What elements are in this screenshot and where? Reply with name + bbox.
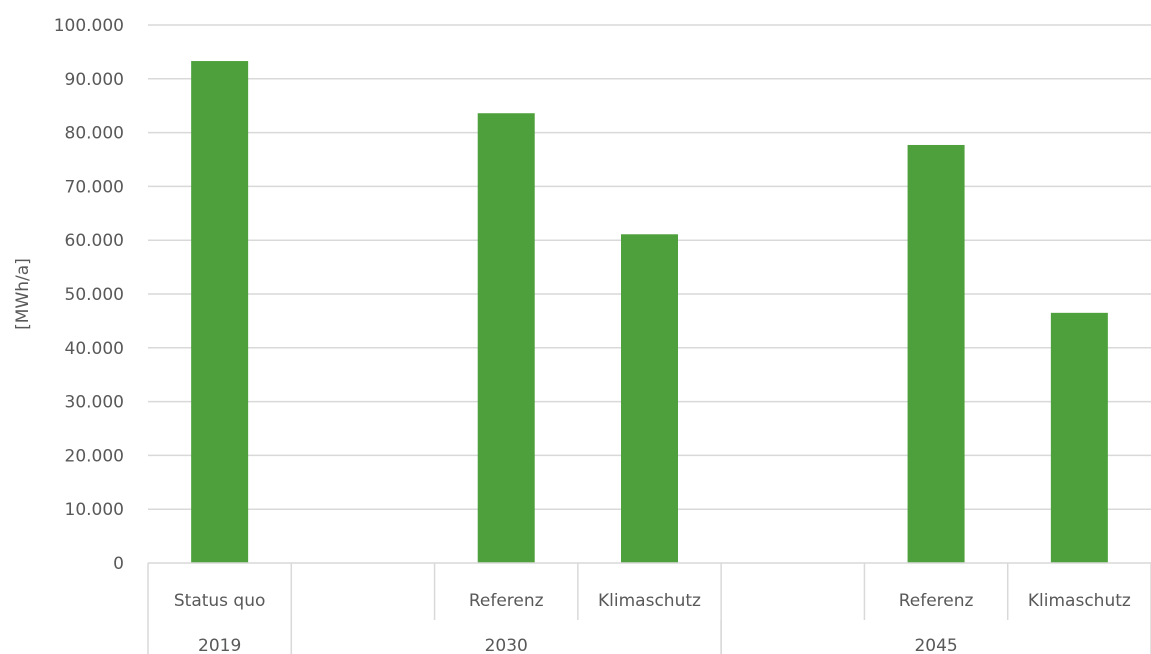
y-tick-label: 50.000 [65,285,124,305]
x-axis: Status quo Referenz Klimaschutz Referenz Kli… [147,562,1151,654]
y-tick-label: 90.000 [65,70,124,90]
y-tick-label: 100.000 [54,16,124,36]
bar [191,61,249,564]
x-group-label: 2019 [198,636,241,654]
bar [907,144,965,563]
y-tick-label: 80.000 [65,124,124,144]
y-tick-label: 10.000 [65,500,124,520]
x-group-label: 2045 [914,636,957,654]
y-tick-label: 0 [113,554,124,574]
y-axis-ticks: 0 10.000 20.000 30.000 40.000 50.000 60.000 70.… [54,16,124,574]
y-tick-label: 60.000 [65,231,124,251]
x-tick-label: Referenz [469,591,544,611]
x-tick-label: Referenz [899,591,974,611]
x-tick-label: Klimaschutz [598,591,701,611]
y-tick-label: 40.000 [65,339,124,359]
bar [477,113,535,564]
y-tick-label: 30.000 [65,393,124,413]
x-tick-label: Klimaschutz [1028,591,1131,611]
bars [191,61,1108,564]
x-group-label: 2030 [485,636,528,654]
bar [1050,312,1108,563]
y-tick-label: 20.000 [65,446,124,466]
y-tick-label: 70.000 [65,177,124,197]
x-tick-label: Status quo [174,591,266,611]
y-axis-label: [MWh/a] [13,258,33,330]
bar [621,234,678,564]
